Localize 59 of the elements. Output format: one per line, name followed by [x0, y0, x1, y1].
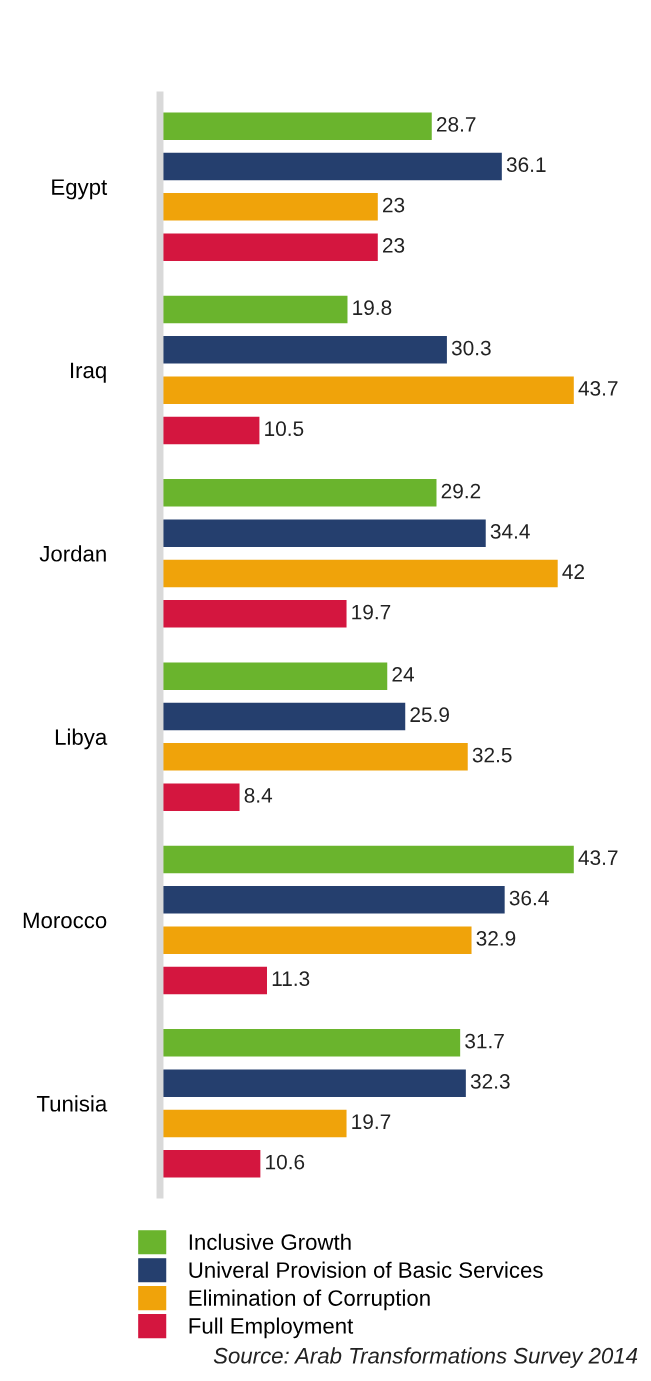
bar [160, 1150, 261, 1178]
data-label: 34.4 [490, 524, 530, 539]
data-label: 32.3 [470, 1074, 510, 1089]
bar [160, 193, 378, 221]
bar [160, 233, 378, 261]
data-label: 8.4 [244, 788, 273, 803]
data-label: 28.7 [436, 117, 476, 132]
data-label: 43.7 [578, 381, 618, 396]
data-label: 10.6 [266, 1154, 305, 1170]
y-tick-label: Morocco [23, 912, 107, 929]
data-label: 30.3 [451, 340, 491, 356]
bar [160, 1109, 347, 1138]
bar [160, 336, 447, 364]
data-label: 24 [392, 667, 414, 682]
legend-label: Elimination of Corruption [189, 1289, 430, 1311]
data-label: 31.7 [465, 1033, 504, 1049]
data-label: 23 [383, 197, 405, 213]
bar [160, 743, 468, 771]
y-tick-label: Egypt [52, 179, 108, 200]
bar [160, 783, 240, 811]
bar [160, 966, 267, 995]
bar [160, 559, 558, 588]
bar [160, 926, 472, 954]
data-label: 32.5 [472, 747, 512, 763]
data-label: 36.1 [506, 157, 546, 173]
legend-label: Full Employment [189, 1317, 354, 1339]
bar [160, 1029, 461, 1057]
bar [160, 112, 432, 140]
data-label: 42 [562, 564, 584, 579]
y-tick-label: Tunisia [36, 1095, 108, 1112]
data-label: 19.7 [352, 604, 391, 620]
bar [160, 600, 347, 628]
bar [160, 376, 574, 404]
bar [160, 845, 574, 874]
y-tick-label: Iraq [70, 362, 106, 383]
bar [160, 152, 502, 181]
bar [160, 662, 388, 690]
data-label: 29.2 [441, 483, 481, 499]
bar [160, 886, 505, 914]
bar [160, 1069, 466, 1097]
bar [160, 295, 348, 324]
data-label: 23 [383, 238, 405, 253]
legend-label: Univeral Provision of Basic Services [189, 1261, 543, 1278]
y-tick-label: Jordan [39, 545, 106, 562]
data-label: 11.3 [272, 971, 310, 987]
bar [160, 702, 406, 731]
bar [160, 479, 437, 507]
data-label: 25.9 [410, 707, 449, 723]
y-tick-label: Libya [55, 728, 108, 750]
data-label: 43.7 [578, 850, 618, 866]
bar [160, 519, 486, 547]
data-label: 36.4 [509, 890, 549, 906]
legend-label: Inclusive Growth [189, 1233, 351, 1250]
data-label: 10.5 [265, 421, 304, 437]
data-label: 19.8 [353, 300, 392, 316]
data-label: 32.9 [476, 931, 516, 946]
source-note: Source: Arab Transformations Survey 2014 [213, 1347, 638, 1368]
data-label: 19.7 [352, 1114, 391, 1130]
bar [160, 416, 260, 445]
